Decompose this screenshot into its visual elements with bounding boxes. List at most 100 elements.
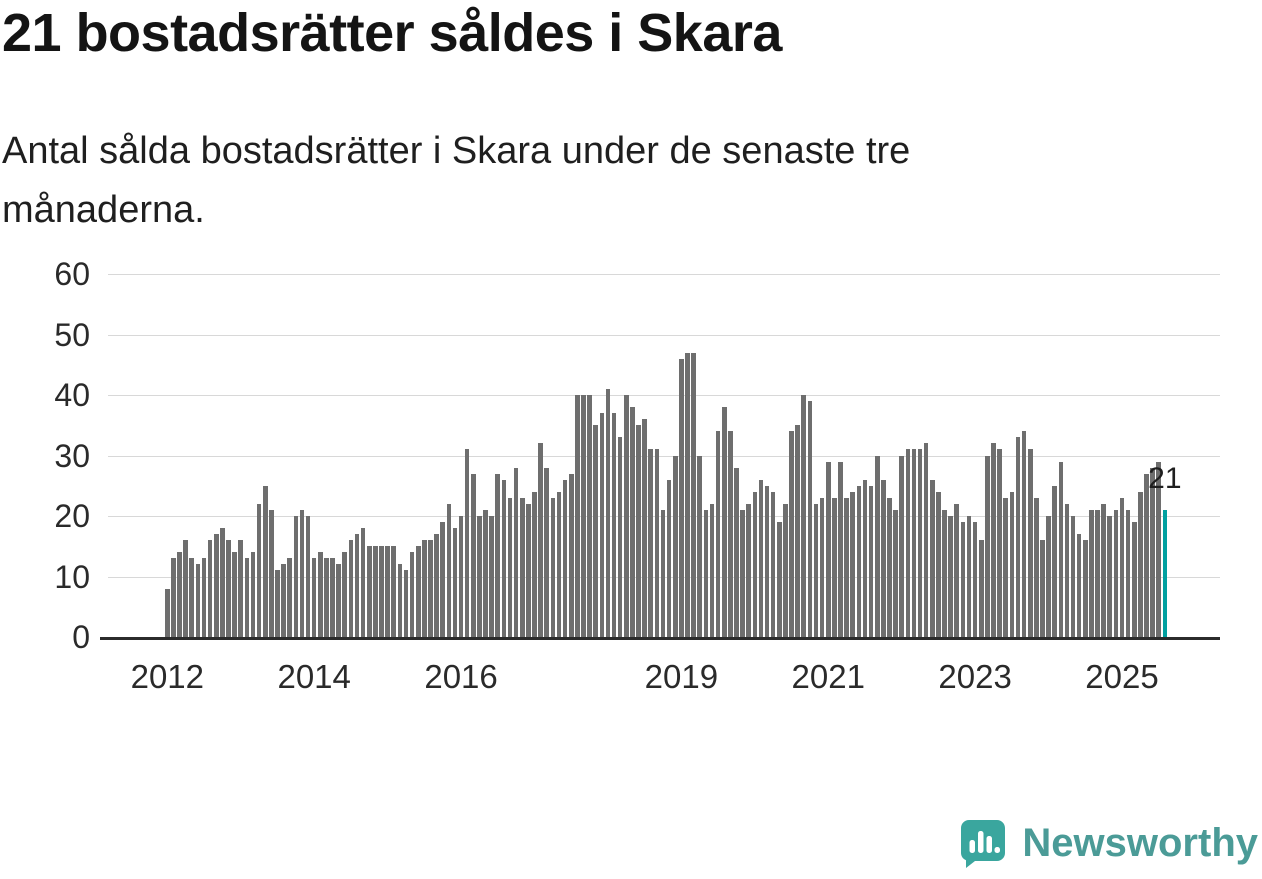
bar [942, 509, 947, 637]
bar-current [1162, 509, 1168, 637]
bar [526, 503, 531, 637]
bar [507, 497, 513, 637]
bar [183, 540, 188, 637]
bar [1009, 491, 1015, 637]
bar [740, 509, 745, 637]
last-value-label: 21 [1148, 461, 1182, 495]
bar [318, 552, 323, 637]
bar [1070, 516, 1076, 637]
bar [801, 395, 807, 637]
bar [997, 449, 1002, 637]
y-axis-tick-label: 20 [54, 498, 90, 534]
bar [844, 497, 849, 637]
bar [1119, 497, 1125, 637]
bar [832, 497, 837, 637]
bar [648, 449, 654, 637]
bar [709, 503, 715, 637]
bar [887, 497, 892, 637]
bar [807, 401, 813, 637]
x-axis-tick-label: 2014 [277, 658, 351, 695]
bar [972, 522, 978, 637]
bar [464, 449, 470, 637]
bar [770, 491, 776, 637]
bar [177, 552, 182, 637]
bar [599, 413, 605, 637]
bar [1131, 522, 1137, 637]
bar [838, 461, 843, 637]
bar [948, 516, 953, 637]
bar [721, 407, 727, 637]
bar [348, 540, 354, 637]
bar [1003, 497, 1009, 637]
gridline [108, 395, 1220, 396]
bar [366, 546, 372, 637]
bar [379, 546, 384, 637]
x-axis-tick-label: 2025 [1085, 658, 1159, 695]
y-axis-tick-label: 50 [54, 316, 90, 353]
bar [562, 479, 568, 637]
bar [881, 479, 886, 637]
gridline [108, 274, 1220, 275]
bar [513, 467, 519, 637]
bar [715, 431, 721, 637]
x-axis-line [100, 637, 1220, 640]
bar [171, 558, 176, 637]
bar [642, 419, 647, 637]
bar [617, 437, 623, 637]
bar [691, 352, 696, 637]
bar [556, 491, 562, 637]
bar [195, 564, 201, 637]
bar [856, 485, 862, 637]
y-axis-tick-label: 10 [54, 558, 90, 595]
bar [220, 528, 225, 637]
bar [991, 443, 996, 637]
bar [568, 473, 574, 637]
bar [654, 449, 660, 637]
y-axis-tick-label: 40 [54, 377, 90, 413]
bar [1144, 473, 1149, 637]
bar [1083, 540, 1088, 637]
bar [636, 425, 641, 637]
bar [397, 564, 403, 637]
x-axis-tick-label: 2016 [424, 658, 498, 695]
bar [483, 509, 488, 637]
bar [1040, 540, 1045, 637]
bar [415, 546, 421, 637]
bar [1107, 516, 1113, 637]
bar [923, 443, 929, 637]
brand-link[interactable]: Newsworthy [958, 817, 1258, 869]
bar [434, 534, 439, 637]
bar [679, 358, 684, 637]
bar [550, 497, 556, 637]
x-axis-tick-label: 2019 [644, 658, 719, 695]
bar [813, 503, 819, 637]
bar [342, 552, 348, 637]
bar [1113, 509, 1119, 637]
bar [1058, 461, 1064, 637]
bar [850, 491, 856, 637]
bar [250, 552, 256, 637]
bar [697, 455, 703, 637]
gridline [108, 455, 1220, 457]
bar [189, 558, 195, 637]
bar [452, 528, 458, 637]
bar [269, 509, 274, 637]
bar [232, 552, 237, 637]
bar [495, 473, 501, 637]
bar [581, 395, 586, 637]
bar [758, 479, 764, 637]
bar [1101, 503, 1106, 637]
bar [256, 503, 262, 637]
bar [795, 425, 800, 637]
bar [703, 509, 709, 637]
bar [575, 395, 580, 637]
bar [446, 503, 452, 637]
bar [244, 558, 250, 637]
bar [538, 443, 543, 637]
bar [440, 522, 445, 637]
bar [373, 546, 378, 637]
bar [777, 522, 782, 637]
bar [954, 503, 960, 637]
bar [783, 503, 788, 637]
x-axis-tick-label: 2012 [130, 658, 205, 695]
